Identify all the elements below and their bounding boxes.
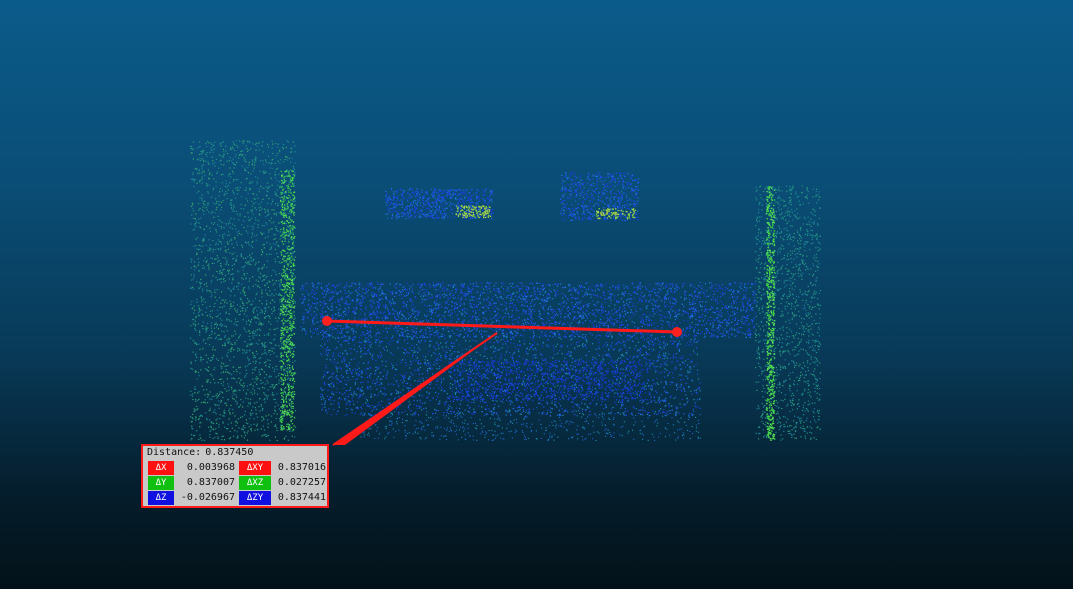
delta-xz-value: 0.027257 <box>277 477 326 488</box>
delta-y-tag: ΔY <box>148 476 174 490</box>
distance-row: Distance: 0.837450 <box>147 447 257 459</box>
delta-x-value: 0.003968 <box>186 462 235 473</box>
delta-zy-tag: ΔZY <box>239 491 271 505</box>
measurement-point-start[interactable] <box>322 316 332 326</box>
delta-z-value: -0.026967 <box>180 492 235 503</box>
measurement-line-group <box>322 316 682 446</box>
point-cloud <box>190 140 822 442</box>
delta-xy-tag: ΔXY <box>239 461 271 475</box>
delta-zy-value: 0.837441 <box>277 492 326 503</box>
delta-y-value: 0.837007 <box>186 477 235 488</box>
distance-value: 0.837450 <box>205 447 254 458</box>
measurement-point-end[interactable] <box>672 327 682 337</box>
measurement-line <box>326 319 678 334</box>
delta-xz-tag: ΔXZ <box>239 476 271 490</box>
delta-z-tag: ΔZ <box>148 491 174 505</box>
distance-label: Distance: <box>147 447 202 458</box>
delta-x-tag: ΔX <box>148 461 174 475</box>
delta-xy-value: 0.837016 <box>277 462 326 473</box>
leader-wedge <box>333 333 497 445</box>
measurement-panel: Distance: 0.837450 ΔX 0.003968 ΔXY 0.8370… <box>141 444 329 508</box>
